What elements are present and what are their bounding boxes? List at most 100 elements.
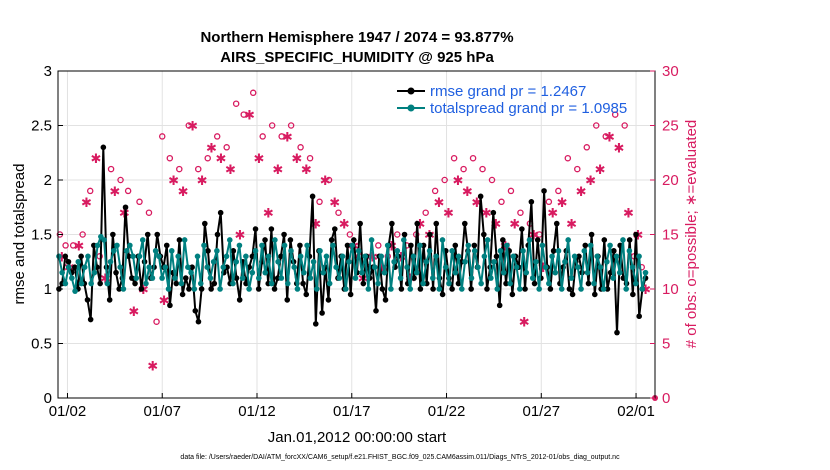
spread-point [181, 237, 188, 243]
rmse-point [433, 220, 440, 227]
spread-point [310, 258, 317, 265]
obs-evaluated-marker: ✱ [159, 294, 170, 309]
spread-point [333, 264, 339, 271]
spread-point [281, 242, 288, 249]
obs-possible-marker [621, 122, 628, 129]
obs-possible-marker [194, 165, 202, 173]
rmse-point [132, 280, 138, 287]
spread-point [156, 253, 162, 260]
obs-evaluated-marker: ✱ [547, 207, 558, 222]
obs-evaluated-marker: ✱ [452, 174, 463, 189]
spread-point [201, 242, 207, 249]
spread-point [210, 258, 217, 265]
spread-point [194, 253, 201, 260]
obs-possible-marker [507, 187, 515, 195]
obs-possible-marker [232, 100, 240, 107]
spread-point [578, 286, 584, 292]
rmse-point [481, 231, 487, 238]
y2-tick-label: 20 [662, 172, 679, 189]
spread-point [591, 280, 597, 287]
obs-possible-marker [545, 198, 553, 206]
spread-point [307, 275, 314, 281]
spread-point [362, 253, 368, 260]
spread-point [246, 286, 252, 292]
spread-point [133, 275, 140, 281]
spread-point [381, 269, 388, 276]
rmse-point [87, 316, 94, 323]
rmse-point [611, 248, 617, 254]
rmse-point [319, 310, 325, 316]
obs-possible-marker [469, 154, 477, 162]
rmse-point [414, 220, 421, 227]
y-tick-label: 0 [44, 390, 52, 407]
spread-point [642, 269, 649, 276]
spread-point [587, 242, 594, 249]
spread-point [459, 286, 465, 292]
spread-point [552, 269, 559, 276]
obs-evaluated-marker: ✱ [282, 130, 293, 145]
obs-possible-marker [611, 111, 619, 118]
chart-title: Northern Hemisphere 1947 / 2074 = 93.877… [200, 29, 513, 46]
obs-evaluated-marker: ✱ [310, 218, 321, 233]
spread-point [275, 258, 281, 265]
rmse-point [614, 329, 620, 336]
rmse-point [122, 204, 129, 211]
spread-point [504, 242, 510, 249]
spread-point [510, 253, 517, 260]
rmse-point [461, 220, 468, 227]
spread-point [639, 286, 646, 292]
spread-point [207, 275, 214, 281]
obs-possible-marker [346, 231, 354, 238]
rmse-point [284, 297, 291, 303]
spread-point [336, 275, 343, 281]
rmse-point [97, 280, 103, 287]
spread-point [162, 264, 169, 271]
spread-point [114, 242, 120, 249]
rmse-point [287, 237, 294, 243]
rmse-point [496, 302, 503, 309]
spread-point [317, 248, 323, 254]
rmse-point [195, 318, 202, 325]
rmse-point [528, 199, 535, 205]
spread-point [594, 253, 600, 260]
rmse-point [252, 226, 259, 232]
obs-possible-marker [431, 187, 439, 195]
spread-point [326, 280, 333, 287]
spread-point [249, 269, 256, 276]
obs-evaluated-marker: ✱ [216, 152, 227, 167]
obs-evaluated-marker: ✱ [471, 196, 482, 211]
spread-point [230, 280, 236, 287]
obs-evaluated-marker: ✱ [604, 130, 615, 145]
spread-point [442, 264, 449, 271]
rmse-point [357, 220, 363, 227]
rmse-point [182, 275, 189, 281]
y2-tick-label: 0 [662, 390, 670, 407]
spread-point [175, 253, 181, 260]
rmse-point [62, 253, 69, 260]
spread-point [65, 264, 72, 271]
spread-point [172, 275, 178, 281]
obs-possible-marker [249, 89, 257, 97]
series-lines [56, 144, 649, 336]
rmse-point [125, 253, 132, 260]
obs-possible-marker [574, 165, 581, 173]
spread-point [214, 248, 220, 254]
obs-possible-marker [240, 111, 247, 118]
rmse-point [189, 264, 195, 271]
rmse-point [439, 291, 446, 298]
spread-point [130, 253, 136, 260]
spread-point [607, 242, 613, 249]
spread-point [272, 237, 278, 243]
obs-possible-marker [204, 154, 211, 162]
spread-point [342, 286, 349, 292]
spread-point [165, 286, 172, 292]
obs-evaluated-marker: ✱ [490, 218, 501, 233]
spread-point [539, 242, 546, 249]
spread-point [262, 269, 269, 276]
rmse-point [214, 231, 221, 238]
spread-point [159, 275, 165, 281]
rmse-point [65, 258, 72, 265]
obs-evaluated-marker: ✱ [623, 207, 634, 222]
rmse-point [588, 231, 595, 238]
